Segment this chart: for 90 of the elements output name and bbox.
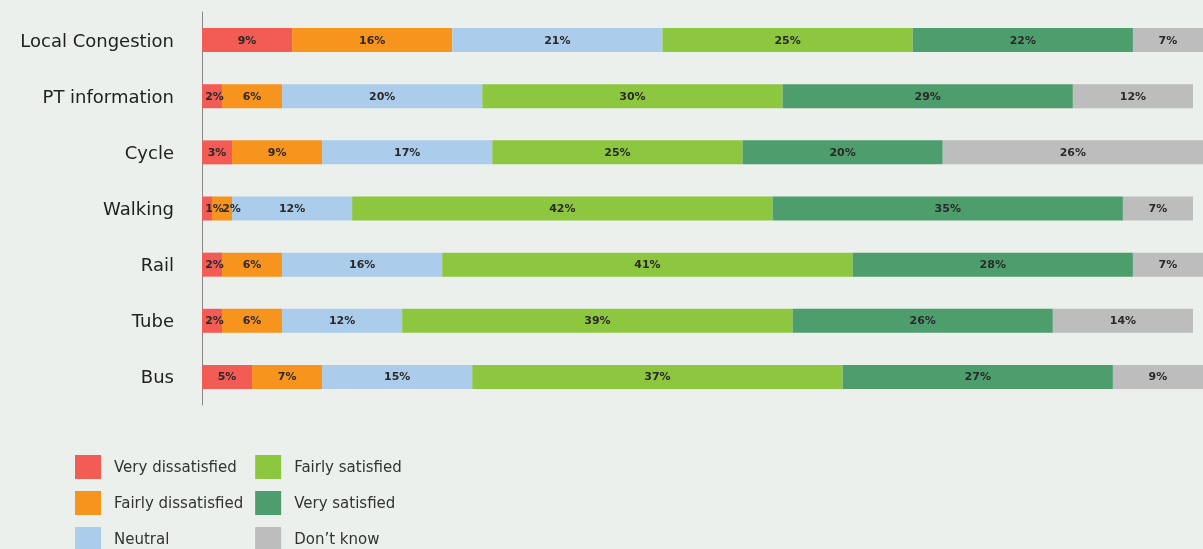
data-label: 29%: [914, 89, 941, 103]
data-label: 2%: [222, 202, 241, 215]
bar: [232, 140, 323, 165]
data-label: 20%: [829, 145, 856, 159]
bar: [222, 252, 283, 277]
bar: [222, 308, 283, 333]
bar: [282, 252, 443, 277]
bar: [772, 196, 1123, 221]
data-label: 26%: [909, 314, 936, 328]
legend-label: Very satisfied: [294, 494, 396, 512]
y-tick-label: Tube: [130, 310, 174, 332]
data-label: 25%: [774, 33, 801, 47]
bar: [942, 140, 1203, 165]
data-label: 16%: [348, 258, 376, 272]
data-label: 1%: [205, 202, 224, 215]
data-label: 3%: [207, 145, 227, 159]
bar: [1052, 308, 1193, 333]
y-tick-label: Cycle: [124, 141, 174, 163]
legend-label: Very dissatisfied: [114, 458, 237, 476]
bar: [322, 140, 493, 165]
bar: [222, 84, 283, 109]
bar: [282, 308, 403, 333]
bar: [322, 364, 473, 389]
bar: [852, 252, 1133, 277]
bar: [472, 364, 843, 389]
data-label: 20%: [369, 89, 396, 103]
bar: [1132, 28, 1203, 53]
bar: [402, 308, 793, 333]
data-label: 41%: [634, 258, 661, 272]
y-tick-label: Walking: [103, 198, 174, 219]
bar: [202, 364, 253, 389]
data-label: 6%: [242, 314, 262, 328]
legend-label: Don’t know: [294, 530, 380, 548]
bar: [252, 364, 323, 389]
data-label: 7%: [1148, 202, 1168, 215]
data-label: 30%: [619, 89, 646, 103]
data-label: 9%: [1148, 370, 1168, 384]
data-label: 17%: [394, 145, 421, 159]
bar: [1112, 364, 1203, 389]
data-label: 2%: [205, 314, 224, 328]
bar: [1122, 196, 1193, 221]
y-tick-label: Bus: [140, 366, 174, 388]
data-label: 7%: [277, 370, 297, 384]
bar: [452, 28, 663, 53]
bar: [442, 252, 853, 277]
data-label: 21%: [544, 33, 571, 47]
data-label: 15%: [384, 370, 411, 384]
data-label: 22%: [1009, 33, 1036, 47]
bar: [1132, 252, 1203, 277]
bar: [662, 28, 913, 53]
legend-label: Neutral: [114, 530, 170, 548]
legend-label: Fairly dissatisfied: [114, 494, 244, 512]
data-label: 16%: [359, 33, 386, 47]
bar: [782, 84, 1073, 109]
data-label: 6%: [242, 258, 262, 272]
bar: [482, 84, 783, 109]
bar: [792, 308, 1053, 333]
data-label: 14%: [1109, 314, 1137, 328]
bar: [292, 28, 453, 53]
data-label: 35%: [934, 202, 961, 215]
legend-label: Fairly satisfied: [294, 458, 402, 476]
data-label: 2%: [205, 89, 224, 103]
data-label: 12%: [328, 314, 356, 328]
data-label: 27%: [964, 370, 991, 384]
data-label: 7%: [1158, 33, 1178, 47]
data-label: 5%: [217, 370, 237, 384]
data-label: 25%: [604, 145, 631, 159]
data-label: 9%: [267, 145, 287, 159]
data-label: 12%: [278, 202, 306, 215]
bar: [912, 28, 1133, 53]
y-tick-label: PT information: [42, 85, 174, 107]
data-label: 7%: [1158, 258, 1178, 272]
bar: [1072, 84, 1193, 109]
data-label: 9%: [237, 33, 257, 47]
bar: [352, 196, 773, 221]
y-tick-label: Local Congestion: [20, 29, 174, 51]
bar: [492, 140, 743, 165]
data-label: 2%: [205, 258, 224, 272]
data-label: 6%: [242, 89, 262, 103]
y-tick-label: Rail: [140, 254, 174, 276]
data-label: 12%: [1119, 89, 1147, 103]
bar: [282, 84, 483, 109]
data-label: 28%: [979, 258, 1006, 272]
data-label: 39%: [584, 314, 611, 328]
bar: [742, 140, 943, 165]
data-label: 37%: [644, 370, 671, 384]
data-label: 42%: [549, 202, 576, 215]
bar: [842, 364, 1113, 389]
data-label: 26%: [1059, 145, 1087, 159]
bar: [202, 28, 293, 53]
